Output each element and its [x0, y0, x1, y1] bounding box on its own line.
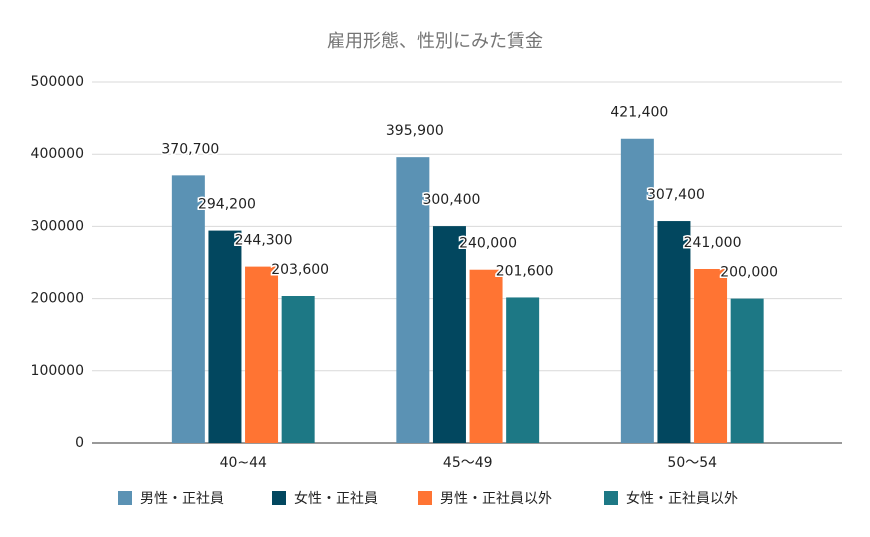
bar	[281, 296, 315, 443]
x-tick-label: 40~44	[220, 455, 267, 471]
bar	[657, 221, 691, 443]
bar	[506, 297, 540, 443]
legend-label: 女性・正社員以外	[626, 490, 738, 507]
y-tick-label: 100000	[31, 363, 84, 379]
y-tick-label: 200000	[31, 291, 84, 307]
data-label: 200,000	[720, 265, 778, 281]
bar	[396, 157, 430, 443]
bar	[469, 269, 503, 443]
legend-swatch	[418, 491, 432, 505]
legend-swatch	[272, 491, 286, 505]
data-label: 300,400	[422, 192, 480, 208]
data-label: 370,700	[161, 141, 219, 157]
x-tick-label: 45～49	[443, 455, 493, 471]
data-label: 240,000	[459, 236, 517, 252]
legend-label: 男性・正社員以外	[440, 491, 552, 507]
data-label: 307,400	[647, 187, 705, 203]
bar	[730, 298, 764, 443]
y-tick-label: 500000	[31, 74, 84, 90]
bar	[694, 268, 728, 443]
bar	[208, 230, 242, 443]
bar	[620, 138, 654, 443]
legend-label: 女性・正社員	[294, 490, 378, 507]
data-label: 203,600	[271, 262, 329, 278]
legend-swatch	[118, 491, 132, 505]
legend-label: 男性・正社員	[140, 491, 224, 507]
data-label: 294,200	[198, 197, 256, 213]
y-tick-label: 400000	[31, 146, 84, 162]
bar	[432, 226, 466, 443]
data-label: 395,900	[386, 123, 444, 139]
data-label: 421,400	[610, 105, 668, 121]
x-tick-label: 50～54	[667, 455, 717, 471]
chart-title: 雇用形態、性別にみた賃金	[327, 31, 543, 52]
data-label: 244,300	[235, 233, 293, 249]
y-tick-label: 0	[75, 435, 84, 451]
legend-swatch	[604, 491, 618, 505]
y-tick-label: 300000	[31, 218, 84, 234]
data-label: 201,600	[496, 263, 554, 279]
bar	[245, 266, 279, 443]
data-label: 241,000	[684, 235, 742, 251]
bar	[171, 175, 205, 443]
